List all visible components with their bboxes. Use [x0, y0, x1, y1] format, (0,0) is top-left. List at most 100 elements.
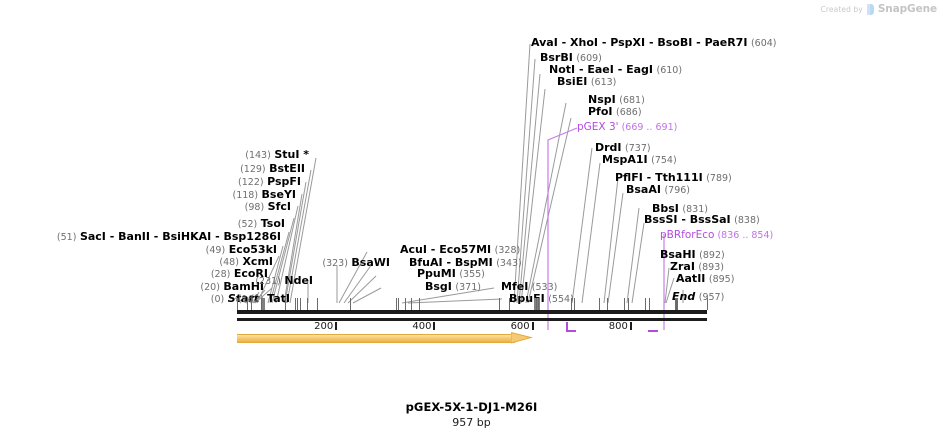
- cut-site-mark[interactable]: [624, 298, 626, 310]
- site-label-bseyi[interactable]: (118) BseYI: [233, 189, 297, 201]
- site-label-bsaai[interactable]: BsaAI (796): [626, 184, 690, 196]
- cut-site-mark[interactable]: [533, 298, 537, 310]
- site-label-pflfi-group[interactable]: PflFI - Tth111I (789): [615, 172, 732, 184]
- name-separator: -: [645, 36, 658, 49]
- site-position: (554): [548, 294, 574, 305]
- site-label-ppumi[interactable]: PpuMI (355): [417, 268, 485, 280]
- site-label-tsoi[interactable]: (52) TsoI: [238, 218, 285, 230]
- name-separator: -: [613, 63, 627, 76]
- orf-arrow[interactable]: [237, 332, 533, 344]
- cut-site-mark[interactable]: [419, 298, 421, 310]
- cut-site-mark[interactable]: [411, 298, 413, 310]
- cut-site-mark[interactable]: [571, 298, 573, 310]
- cut-site-mark[interactable]: [405, 298, 407, 310]
- site-label-bsrbi[interactable]: BsrBI (609): [540, 52, 602, 64]
- cut-site-mark[interactable]: [260, 298, 262, 310]
- cut-site-mark[interactable]: [246, 298, 248, 310]
- cut-site-mark[interactable]: [498, 298, 500, 310]
- site-label-mspa1i[interactable]: MspA1I (754): [602, 154, 677, 166]
- enzyme-name: AcuI: [400, 243, 427, 256]
- site-label-saci-group[interactable]: (51) SacI - BanII - BsiHKAI - Bsp1286I: [57, 231, 281, 243]
- enzyme-name: PfoI: [588, 105, 613, 118]
- cut-site-mark[interactable]: [573, 298, 575, 310]
- site-label-acui-group[interactable]: AcuI - Eco57MI (328): [400, 244, 520, 256]
- cut-site-mark[interactable]: [237, 298, 238, 310]
- feature-label-0[interactable]: pGEX 3' (669 .. 691): [577, 121, 678, 134]
- map-title-block: pGEX-5X-1-DJ1-M26I 957 bp: [0, 400, 943, 429]
- site-label-avai-group[interactable]: AvaI - XhoI - PspXI - BsoBI - PaeR7I (60…: [531, 37, 776, 49]
- site-label-bpuei[interactable]: BpuEI (554): [509, 293, 574, 305]
- cut-site-mark[interactable]: [648, 298, 650, 310]
- cut-site-mark[interactable]: [261, 298, 263, 310]
- cut-site-mark[interactable]: [296, 298, 298, 310]
- cut-site-mark[interactable]: [707, 298, 708, 310]
- site-position: (98): [244, 202, 265, 213]
- cut-site-mark[interactable]: [607, 298, 609, 310]
- cut-site-mark[interactable]: [398, 298, 400, 310]
- site-label-drdi[interactable]: DrdI (737): [595, 142, 651, 154]
- cut-site-mark[interactable]: [598, 298, 600, 310]
- site-position: (52): [237, 219, 258, 230]
- cut-site-mark[interactable]: [509, 298, 511, 310]
- site-label-zrai[interactable]: ZraI (893): [670, 261, 724, 273]
- site-label-pfoi[interactable]: PfoI (686): [588, 106, 642, 118]
- site-label-bsiei[interactable]: BsiEI (613): [557, 76, 616, 88]
- site-label-bbsi[interactable]: BbsI (831): [652, 203, 708, 215]
- cut-site-mark[interactable]: [294, 298, 296, 310]
- name-separator: -: [211, 230, 224, 243]
- site-label-start[interactable]: (0) Start: [211, 293, 259, 305]
- site-label-noti-group[interactable]: NotI - EaeI - EagI (610): [549, 64, 682, 76]
- enzyme-name: XhoI: [570, 36, 599, 49]
- site-position: (328): [494, 245, 521, 256]
- cut-site-mark[interactable]: [262, 298, 266, 310]
- cut-site-mark[interactable]: [350, 298, 352, 310]
- site-label-bfuai-group[interactable]: BfuAI - BspMI (343): [409, 257, 522, 269]
- cut-site-mark[interactable]: [627, 298, 629, 310]
- enzyme-name: BssSaI: [689, 213, 731, 226]
- cut-site-mark[interactable]: [676, 298, 678, 310]
- site-label-eco53ki[interactable]: (49) Eco53kI: [206, 244, 277, 256]
- cut-site-mark[interactable]: [300, 298, 302, 310]
- site-position: (831): [682, 204, 708, 215]
- site-label-bsahi[interactable]: BsaHI (892): [660, 249, 725, 261]
- cut-site-mark[interactable]: [316, 298, 318, 310]
- feature-bracket-bar: [647, 330, 658, 332]
- site-label-stui[interactable]: (143) StuI *: [245, 149, 309, 161]
- cut-site-mark[interactable]: [395, 298, 397, 310]
- cut-site-mark[interactable]: [538, 298, 540, 310]
- site-label-ecori[interactable]: (28) EcoRI: [211, 268, 268, 280]
- site-label-sfci[interactable]: (98) SfcI: [245, 201, 291, 213]
- site-label-bsawi[interactable]: (323) BsaWI: [322, 257, 390, 269]
- enzyme-name: EagI: [626, 63, 653, 76]
- site-label-aatii[interactable]: AatII (895): [676, 273, 734, 285]
- site-label-bsssi-group[interactable]: BssSI - BssSaI (838): [644, 214, 760, 226]
- enzyme-name: BbsI: [652, 202, 679, 215]
- enzyme-name: BsgI: [425, 280, 452, 293]
- watermark-created-by-label: Created by: [820, 4, 863, 14]
- site-label-mfei[interactable]: MfeI (533): [501, 281, 557, 293]
- site-label-xcmi[interactable]: (48) XcmI: [219, 256, 273, 268]
- feature-bracket[interactable]: [647, 322, 658, 332]
- cut-site-mark[interactable]: [645, 298, 647, 310]
- cut-site-mark[interactable]: [250, 298, 252, 310]
- cut-site-mark[interactable]: [675, 298, 677, 310]
- site-label-ndei[interactable]: (231) NdeI: [255, 275, 313, 287]
- enzyme-name: PspXI: [610, 36, 646, 49]
- feature-label-1[interactable]: pBRforEco (836 .. 854): [660, 229, 773, 242]
- site-label-pspfi[interactable]: (122) PspFI: [238, 176, 301, 188]
- name-separator: -: [149, 230, 163, 243]
- site-label-nspi[interactable]: NspI (681): [588, 94, 645, 106]
- feature-bracket[interactable]: [565, 322, 577, 332]
- enzyme-name: BpuEI: [509, 292, 545, 305]
- site-position: (118): [232, 190, 259, 201]
- site-position: (129): [240, 164, 266, 175]
- site-label-end[interactable]: End (957): [672, 291, 724, 303]
- feature-range: (669 .. 691): [618, 122, 678, 133]
- site-label-bamhi[interactable]: (20) BamHI: [200, 281, 264, 293]
- cut-site-mark[interactable]: [307, 298, 309, 310]
- cut-site-mark[interactable]: [285, 298, 287, 310]
- site-label-bsgi[interactable]: BsgI (371): [425, 281, 481, 293]
- site-label-bsteii[interactable]: (129) BstEII: [240, 163, 305, 175]
- ruler-tick-label: 600: [510, 321, 530, 332]
